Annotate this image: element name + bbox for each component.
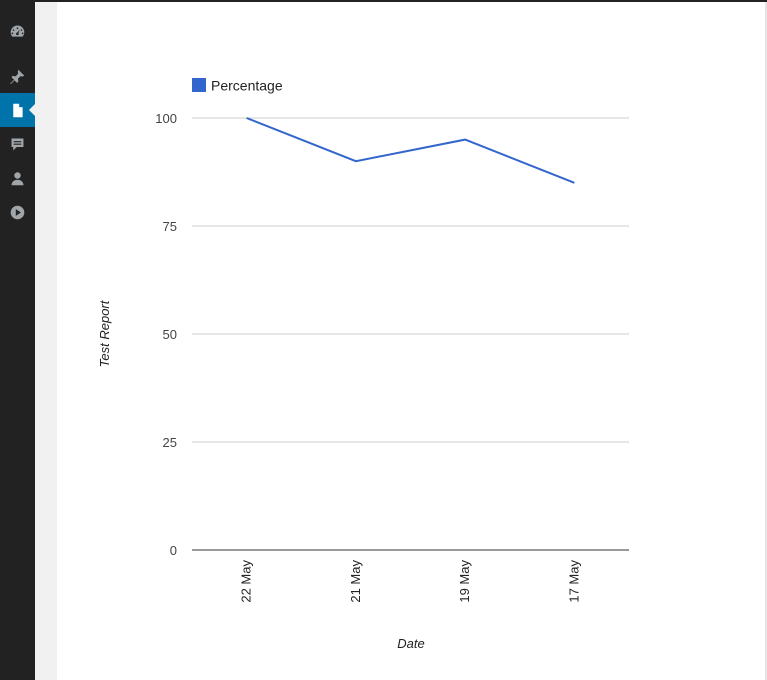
admin-sidebar — [0, 2, 35, 680]
y-tick-label: 0 — [170, 543, 177, 558]
y-tick-label: 100 — [155, 111, 177, 126]
sidebar-item-posts[interactable] — [0, 59, 35, 93]
play-icon — [9, 204, 26, 221]
legend-label: Percentage — [211, 78, 283, 94]
gridlines — [192, 117, 629, 443]
comments-icon — [9, 136, 26, 153]
sidebar-item-pages[interactable] — [0, 93, 35, 127]
y-tick-label: 50 — [163, 327, 177, 342]
legend: Percentage — [192, 78, 283, 94]
sidebar-item-comments[interactable] — [0, 127, 35, 161]
x-tick-label: 19 May — [457, 560, 472, 603]
top-border — [0, 0, 767, 2]
legend-swatch — [192, 78, 206, 92]
sidebar-item-media[interactable] — [0, 195, 35, 229]
y-tick-label: 75 — [163, 219, 177, 234]
sidebar-item-dashboard[interactable] — [0, 14, 35, 48]
x-axis-title: Date — [397, 636, 424, 651]
series-line-percentage — [246, 117, 575, 184]
dashboard-icon — [9, 23, 26, 40]
y-axis-ticks: 0 25 50 75 100 — [155, 111, 177, 558]
page-icon — [9, 102, 26, 119]
y-axis-title: Test Report — [97, 299, 112, 367]
x-tick-label: 22 May — [239, 560, 254, 603]
y-tick-label: 25 — [163, 435, 177, 450]
right-border — [765, 2, 767, 680]
x-axis-ticks: 22 May 21 May 19 May 17 May — [239, 560, 582, 603]
pin-icon — [9, 68, 26, 85]
x-tick-label: 17 May — [566, 560, 581, 603]
sidebar-item-users[interactable] — [0, 161, 35, 195]
x-tick-label: 21 May — [348, 560, 363, 603]
main-content: 0 25 50 75 100 22 May 21 May 19 May 17 May Perc… — [57, 2, 765, 680]
line-chart: 0 25 50 75 100 22 May 21 May 19 May 17 May Perc… — [97, 78, 629, 651]
user-icon — [9, 170, 26, 187]
